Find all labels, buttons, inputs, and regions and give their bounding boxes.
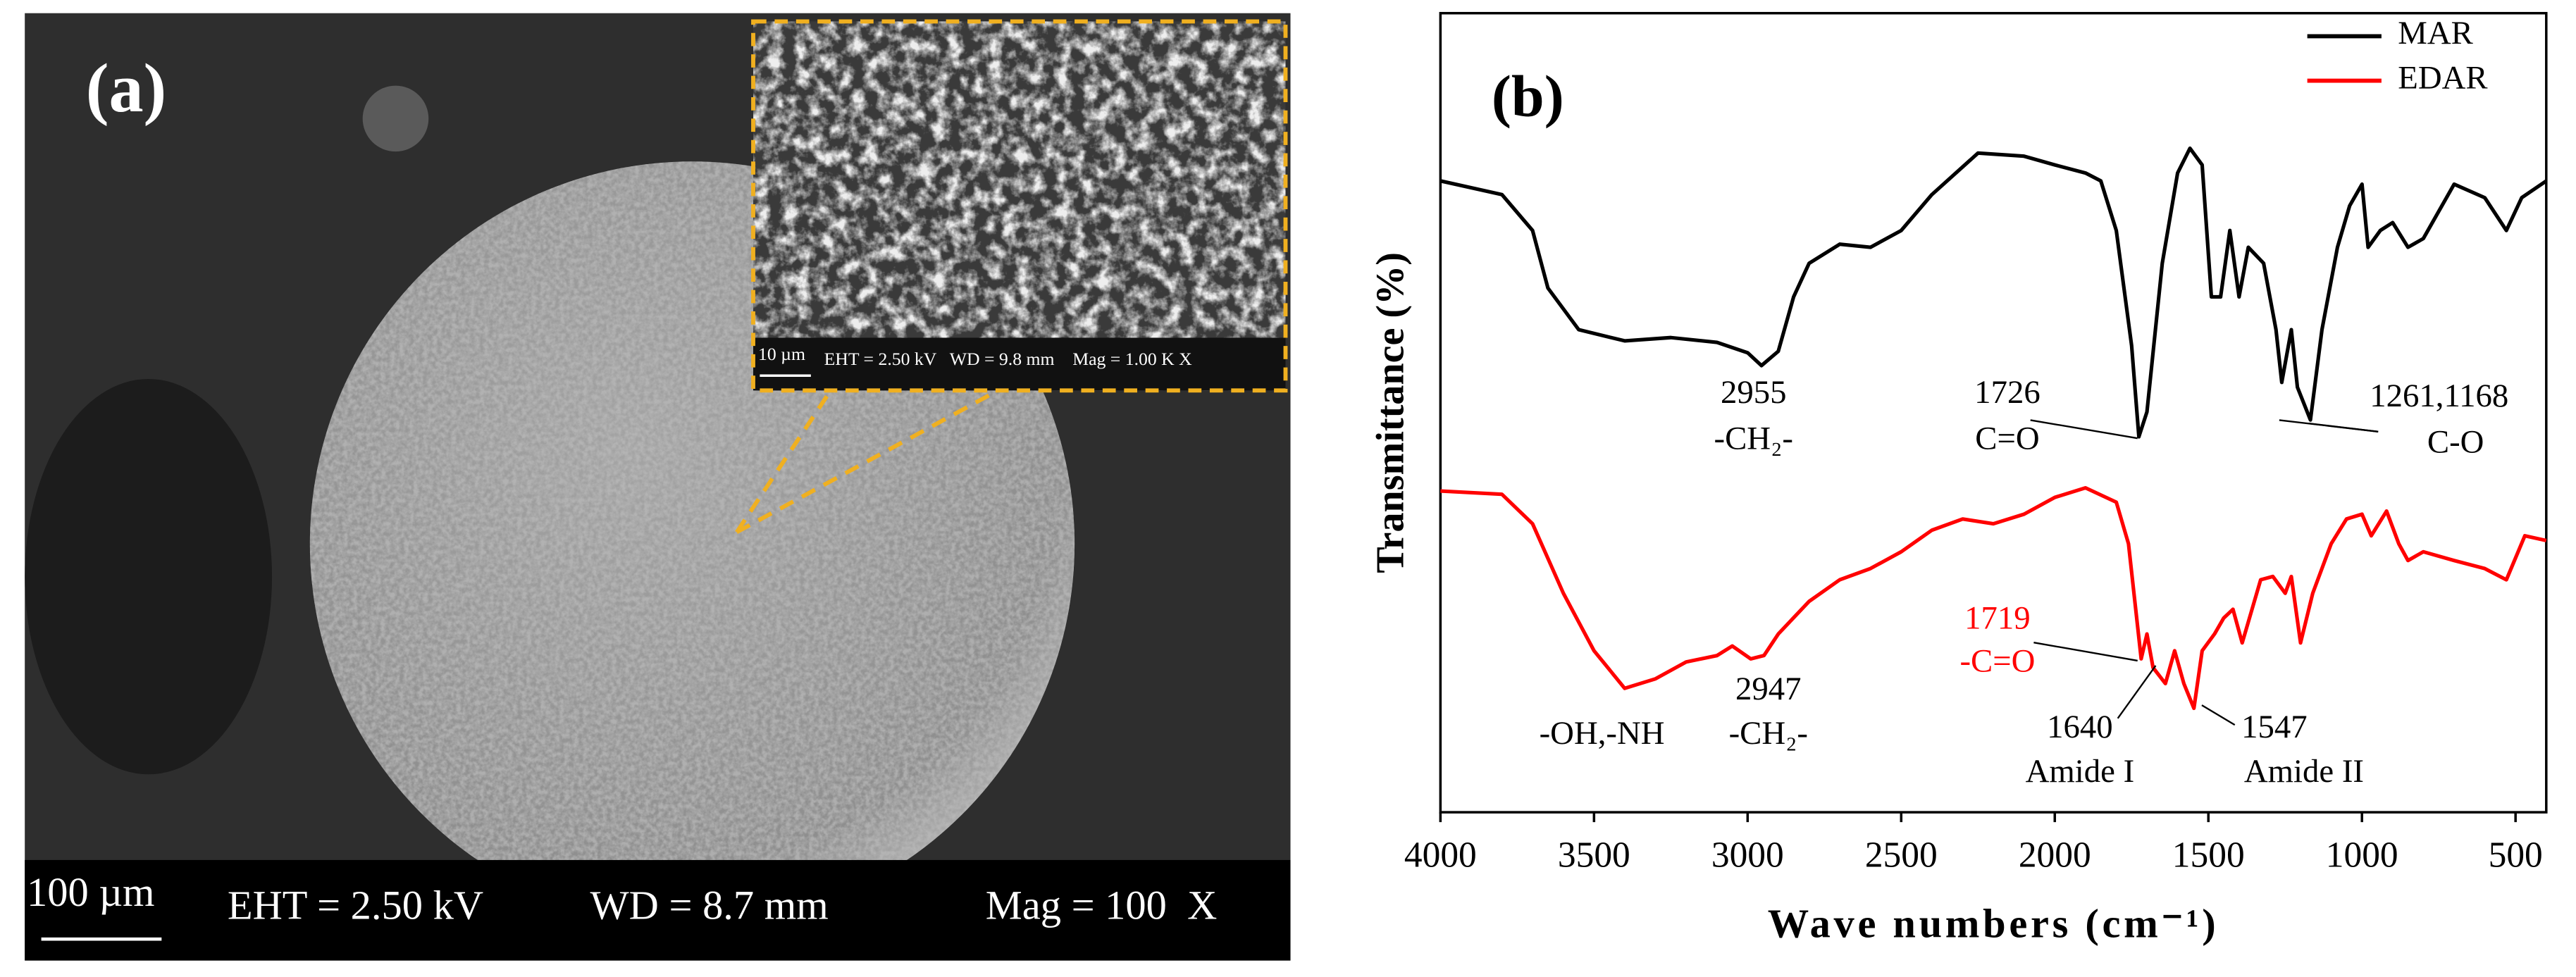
annotation: Amide II [2244, 753, 2364, 790]
info-bar [25, 859, 1291, 961]
inset-texture [753, 21, 1286, 391]
panel-label: (b) [1492, 63, 1564, 129]
series-line [1439, 146, 2548, 439]
y-axis-label: Transmittance (%) [1369, 252, 1413, 573]
x-axis-label: Wave numbers (cm⁻¹) [1768, 900, 2219, 946]
annotation: -CH₂- [1714, 421, 1793, 457]
x-tick-label: 1500 [2172, 835, 2245, 875]
annotation: 2947 [1735, 671, 1802, 707]
annotation: 2955 [1721, 374, 1787, 411]
annotation: C=O [1975, 421, 2039, 457]
annotation-leader [2201, 704, 2236, 726]
x-tick-label: 1000 [2326, 835, 2398, 875]
inset-frame [751, 19, 1288, 393]
x-tick-label: 500 [2489, 835, 2543, 875]
annotation: 1640 [2047, 709, 2113, 745]
panel-label: (a) [86, 50, 167, 127]
scale-label: 100 µm [27, 869, 155, 915]
annotation: Amide I [2026, 753, 2135, 790]
sem-hole [25, 378, 273, 775]
x-tick-label: 3500 [1558, 835, 1630, 875]
eht-label: EHT = 2.50 kV [228, 883, 483, 928]
zoom-line [735, 394, 829, 534]
wd-label: WD = 8.7 mm [590, 883, 828, 928]
x-tick-label: 4000 [1404, 835, 1477, 875]
plot-frame [1439, 11, 2548, 814]
annotation-leader [2308, 422, 2379, 433]
annotation: -CH₂- [1729, 715, 1808, 752]
inset-scale-label: 10 µm [758, 344, 805, 364]
legend-label: MAR [2398, 15, 2473, 51]
annotation: -C=O [1959, 642, 2035, 679]
sem-particle [362, 85, 429, 152]
x-tick-label: 2500 [1865, 835, 1938, 875]
annotation: 1547 [2241, 709, 2308, 745]
series-line [1440, 485, 2547, 711]
inset-bar [753, 337, 1286, 391]
annotation: 1261,1168 [2370, 378, 2508, 414]
annotation: 1719 [1964, 600, 2031, 637]
legend-label: EDAR [2398, 59, 2488, 96]
ftir-chart: 4000 3500 3000 2500 2000 1500 1000 500 Wave numb… [1369, 11, 2548, 946]
inset-info: EHT = 2.50 kV WD = 9.8 mm Mag = 1.00 K X [824, 349, 1193, 369]
x-tick-label: 2000 [2019, 835, 2091, 875]
annotation: -OH,-NH [1540, 715, 1665, 752]
sem-image: 10 µm EHT = 2.50 kV WD = 9.8 mm Mag = 1.… [25, 13, 1291, 961]
annotation: C-O [2427, 423, 2484, 460]
x-tick-label: 3000 [1711, 835, 1784, 875]
annotation-leader [2030, 419, 2138, 440]
annotation-leader [2117, 665, 2157, 719]
annotation-leader [2033, 642, 2138, 662]
annotation: 1726 [1974, 374, 2041, 411]
mag-label: Mag = 100 X [986, 883, 1218, 928]
